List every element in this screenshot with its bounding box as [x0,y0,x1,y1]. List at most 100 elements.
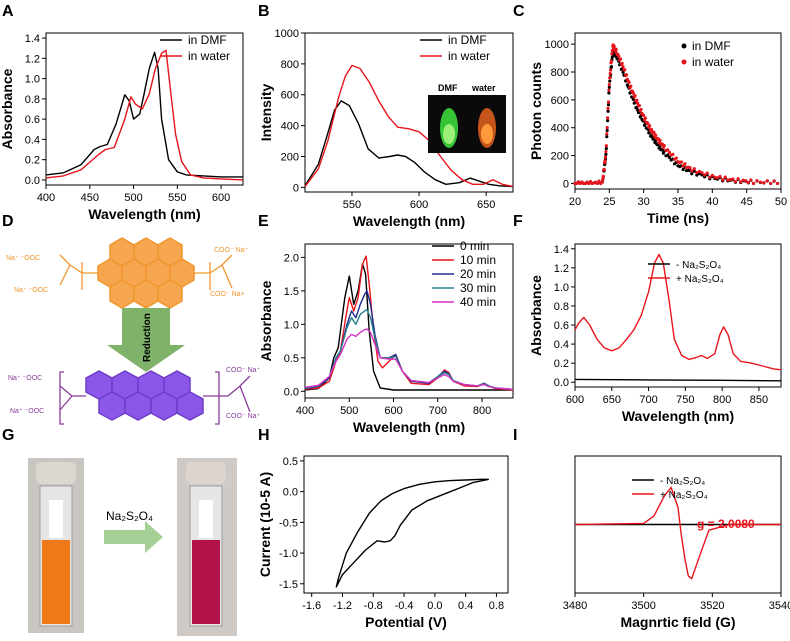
data-point [648,124,652,128]
data-point [765,179,769,183]
x-tick-label: 600 [410,199,428,211]
pdi-reduced [85,370,204,421]
data-point [728,177,732,182]
data-point [618,57,623,61]
data-point [666,153,670,157]
data-point [608,71,612,76]
x-axis-title: Wavelength (nm) [353,419,465,435]
data-point [666,148,670,152]
data-point [605,126,609,130]
x-tick-label: 400 [37,192,55,204]
x-axis-title: Wavelength (nm) [622,408,734,424]
x-tick-label: 600 [212,192,230,204]
legend-label: 30 min [460,281,496,295]
data-point [705,171,709,175]
y-axis-title: Intensity [258,84,274,142]
chart-panel-h: -1.6 -1.2 -0.8 -0.4 0.0 0.4 0.8 -1.5 -1.0 -0.5 0.0… [257,455,509,630]
data-point [681,167,685,172]
legend-label: in water [692,55,734,69]
data-point [690,172,694,176]
panel-label-i: I [513,427,517,444]
data-point [697,172,702,176]
x-tick-label: 0.4 [458,600,473,612]
data-point [597,179,601,183]
data-point [713,175,717,179]
y-tick-label: 400 [551,123,569,135]
pdi-oxidized-sidechains [59,254,233,290]
x-tick-label: 400 [296,405,314,417]
data-point [710,173,714,177]
data-point [633,94,637,98]
data-point [749,178,753,182]
data-point [723,175,727,179]
data-point [609,59,614,63]
data-point [654,133,658,137]
x-tick-label: 650 [477,199,495,211]
chart-layer: 400 450 500 550 6000.00.20.40.60.81.01.21.4W… [0,28,790,630]
cuvette-glare-after [199,500,213,538]
x-axis-title: Wavelength (nm) [353,213,465,229]
data-point [631,97,635,102]
data-point [605,135,609,139]
panel-g-photos: Na₂S₂O₄ [28,458,237,636]
data-point [606,106,610,111]
x-tick-label: 600 [566,394,584,406]
series-in-water [573,43,780,186]
data-point [679,160,684,164]
data-point [652,130,656,135]
x-tick-label: 750 [676,394,694,406]
y-tick-label: 0.5 [284,353,299,365]
y-tick-label: -0.5 [279,517,298,529]
y-tick-label: 0 [563,178,569,190]
panel-label-f: F [513,213,523,230]
series-line [574,253,782,371]
y-tick-label: 1.2 [25,53,40,65]
x-tick-label: 800 [473,405,491,417]
legend-label: 40 min [460,295,496,309]
cuvette-cap-before [36,462,76,484]
y-tick-label: 1.4 [25,33,40,45]
inset-label-dmf: DMF [438,83,458,93]
panel-label-b: B [258,3,270,20]
x-tick-label: 45 [741,196,753,208]
panel-d-structure: Na⁺ ⁻OOC COO⁻ Na⁺ Na⁺ ⁻OOC COO⁻ Na+ Redu… [6,237,261,425]
x-tick-label: 800 [713,394,731,406]
legend-label: in DMF [188,33,227,47]
y-tick-label: 1.2 [554,263,569,275]
series-line [304,100,514,188]
data-point [607,85,611,89]
y-tick-label: 0.8 [554,301,569,313]
data-point [606,116,610,120]
y-tick-label: 0.0 [283,487,298,499]
counterion-label-8: COO⁻ Na⁺ [226,413,261,420]
series-in-DMF [573,49,780,186]
counterion-label-3: Na⁺ ⁻OOC [14,287,48,294]
x-tick-label: 600 [384,405,402,417]
data-point [636,101,640,105]
data-point [595,181,599,186]
series-line [574,378,782,382]
data-point [731,177,735,181]
data-point [606,103,611,107]
y-tick-label: 800 [281,59,299,71]
data-point [746,180,750,185]
counterion-label-4: COO⁻ Na+ [210,291,245,298]
y-tick-label: 1.0 [25,74,40,86]
data-point [639,107,643,112]
reagent-arrow [104,521,163,553]
chart-panel-e: 400 500 600 700 800 0.0 0.5 1.0 1.5 2.0 Wavelength… [258,239,514,435]
x-tick-label: -0.8 [364,600,383,612]
x-tick-label: 550 [343,199,361,211]
data-point [609,65,614,69]
data-point [621,70,625,74]
cuvette-glare-before [49,500,63,538]
data-point [718,174,722,179]
data-point [629,84,633,88]
data-point [608,79,612,83]
data-point [697,169,702,174]
y-axis-title: Photon counts [528,62,544,160]
y-tick-label: 0.6 [554,320,569,332]
data-point [708,175,712,179]
x-tick-label: 650 [603,394,621,406]
